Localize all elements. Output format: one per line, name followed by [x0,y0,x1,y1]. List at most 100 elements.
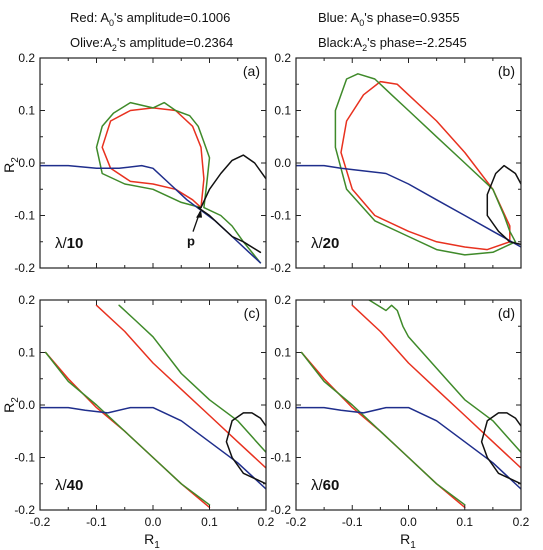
y-axis-title-top-sub: 2 [10,157,21,163]
legend-blue-main: Blue: A [318,10,360,25]
legend-red: Red: A0's amplitude=0.1006 [70,10,230,28]
y-axis-title-bottom-sub: 2 [10,397,21,403]
point-label: p [187,234,195,249]
lambda-label: λ/10 [55,235,83,252]
panel-a: -0.2 -0.1 0.0 0.1 0.2 (a) λ/10 p [14,51,267,275]
legend-blue: Blue: A0's phase=0.9355 [318,10,460,28]
y-tick-label: -0.2 [270,261,291,275]
x-axis-title-left: R1 [144,531,160,550]
y-tick-label: 0.1 [18,346,35,360]
curves [40,101,266,264]
y-axis-title-bottom: R2 [1,397,21,413]
lambda-value: 10 [67,235,84,252]
point-arrow-head [196,209,203,218]
lambda-label: λ/40 [55,477,83,494]
series-red-line [101,107,205,209]
series-black-line [480,412,521,485]
series-blue-line [40,406,266,490]
legend-olive-rest: 's amplitude=0.2364 [117,35,233,50]
x-axis-title-right-sub: 1 [410,540,416,550]
x-tick-label: 0.2 [513,515,530,529]
panel-label: (c) [244,305,260,321]
series-olive-line [95,101,262,264]
lambda-symbol: λ/ [311,235,324,252]
series-olive-line [334,73,517,256]
lambda-symbol: λ/ [311,477,324,494]
legend-black-rest: 's phase=-2.2545 [367,35,467,50]
legend-red-sub: 0 [109,18,114,28]
y-tick-label: -0.1 [14,209,35,223]
y-tick-label: 0.2 [18,51,35,65]
y-tick-label: 0.0 [274,156,291,170]
series-black-line [225,412,266,485]
series-olive-line [118,304,266,454]
lambda-symbol: λ/ [55,477,68,494]
y-axis-title-top-main: R [1,163,17,173]
x-tick-label: -0.2 [286,515,307,529]
lambda-value: 20 [323,235,340,252]
y-axis-title-bottom-main: R [1,403,17,413]
lambda-value: 40 [67,477,84,494]
legend: Red: A0's amplitude=0.1006 Blue: A0's pha… [70,10,467,53]
x-tick-label: -0.2 [30,515,51,529]
legend-black-main: Black:A [318,35,362,50]
y-tick-label: 0.1 [274,104,291,118]
panels: -0.2 -0.1 0.0 0.1 0.2 (a) λ/10 p -0.2 -0.1 0.0 0.1 0… [14,51,529,529]
panel-d: -0.2-0.2 -0.1 -0.1 0.0 0.0 0.1 0.1 0.2 0.2 (d) λ/6… [270,293,529,529]
y-tick-label: -0.2 [270,503,291,517]
legend-blue-rest: 's phase=0.9355 [364,10,459,25]
x-axis-title-right-main: R [400,531,410,547]
panel-label: (d) [498,305,515,321]
x-tick-label: 0.0 [145,515,162,529]
y-tick-label: -0.1 [270,209,291,223]
series-olive-line [300,351,466,506]
curves [40,304,266,509]
series-red-line [351,304,521,469]
series-olive-line [368,300,521,454]
series-blue-line [296,164,521,248]
x-tick-label: 0.1 [201,515,218,529]
lambda-symbol: λ/ [55,235,68,252]
legend-red-rest: 's amplitude=0.1006 [114,10,230,25]
curves [296,300,521,509]
series-red-line [95,304,266,469]
panel-c: -0.2-0.2 -0.1 -0.1 0.0 0.0 0.1 0.1 0.2 0.2 (c) λ/4… [14,293,274,529]
panel-label: (a) [243,63,260,79]
lambda-label: λ/60 [311,477,339,494]
legend-black: Black:A2's phase=-2.2545 [318,35,467,53]
y-tick-label: 0.0 [18,156,35,170]
lambda-label: λ/20 [311,235,339,252]
y-tick-label: -0.2 [14,261,35,275]
x-tick-label: 0.0 [400,515,417,529]
panel-b: -0.2 -0.1 0.0 0.1 0.2 (b) λ/20 [270,51,522,275]
x-axis-title-left-sub: 1 [154,540,160,550]
y-tick-label: 0.0 [18,398,35,412]
y-tick-label: 0.1 [274,346,291,360]
y-tick-label: -0.2 [14,503,35,517]
x-tick-label: -0.1 [342,515,363,529]
legend-red-main: Red: A [70,10,109,25]
lambda-value: 60 [323,477,340,494]
y-tick-label: -0.1 [14,451,35,465]
legend-blue-sub: 0 [359,18,364,28]
x-tick-label: 0.2 [258,515,275,529]
x-tick-label: 0.1 [456,515,473,529]
y-axis-title-top: R2 [1,157,21,173]
curves [296,73,521,256]
x-axis-title-right: R1 [400,531,416,550]
y-tick-label: 0.2 [274,293,291,307]
y-tick-label: 0.1 [18,104,35,118]
series-blue-line [296,406,521,490]
y-tick-label: 0.0 [274,398,291,412]
legend-olive: Olive:A2's amplitude=0.2364 [70,35,233,53]
x-axis-title-left-main: R [144,531,154,547]
series-red-line [340,80,511,251]
series-black-line [197,154,266,254]
y-tick-label: 0.2 [274,51,291,65]
legend-olive-sub: 2 [112,43,117,53]
y-tick-label: 0.2 [18,293,35,307]
x-tick-label: -0.1 [86,515,107,529]
series-black-line [486,164,521,246]
series-olive-line [44,351,211,506]
